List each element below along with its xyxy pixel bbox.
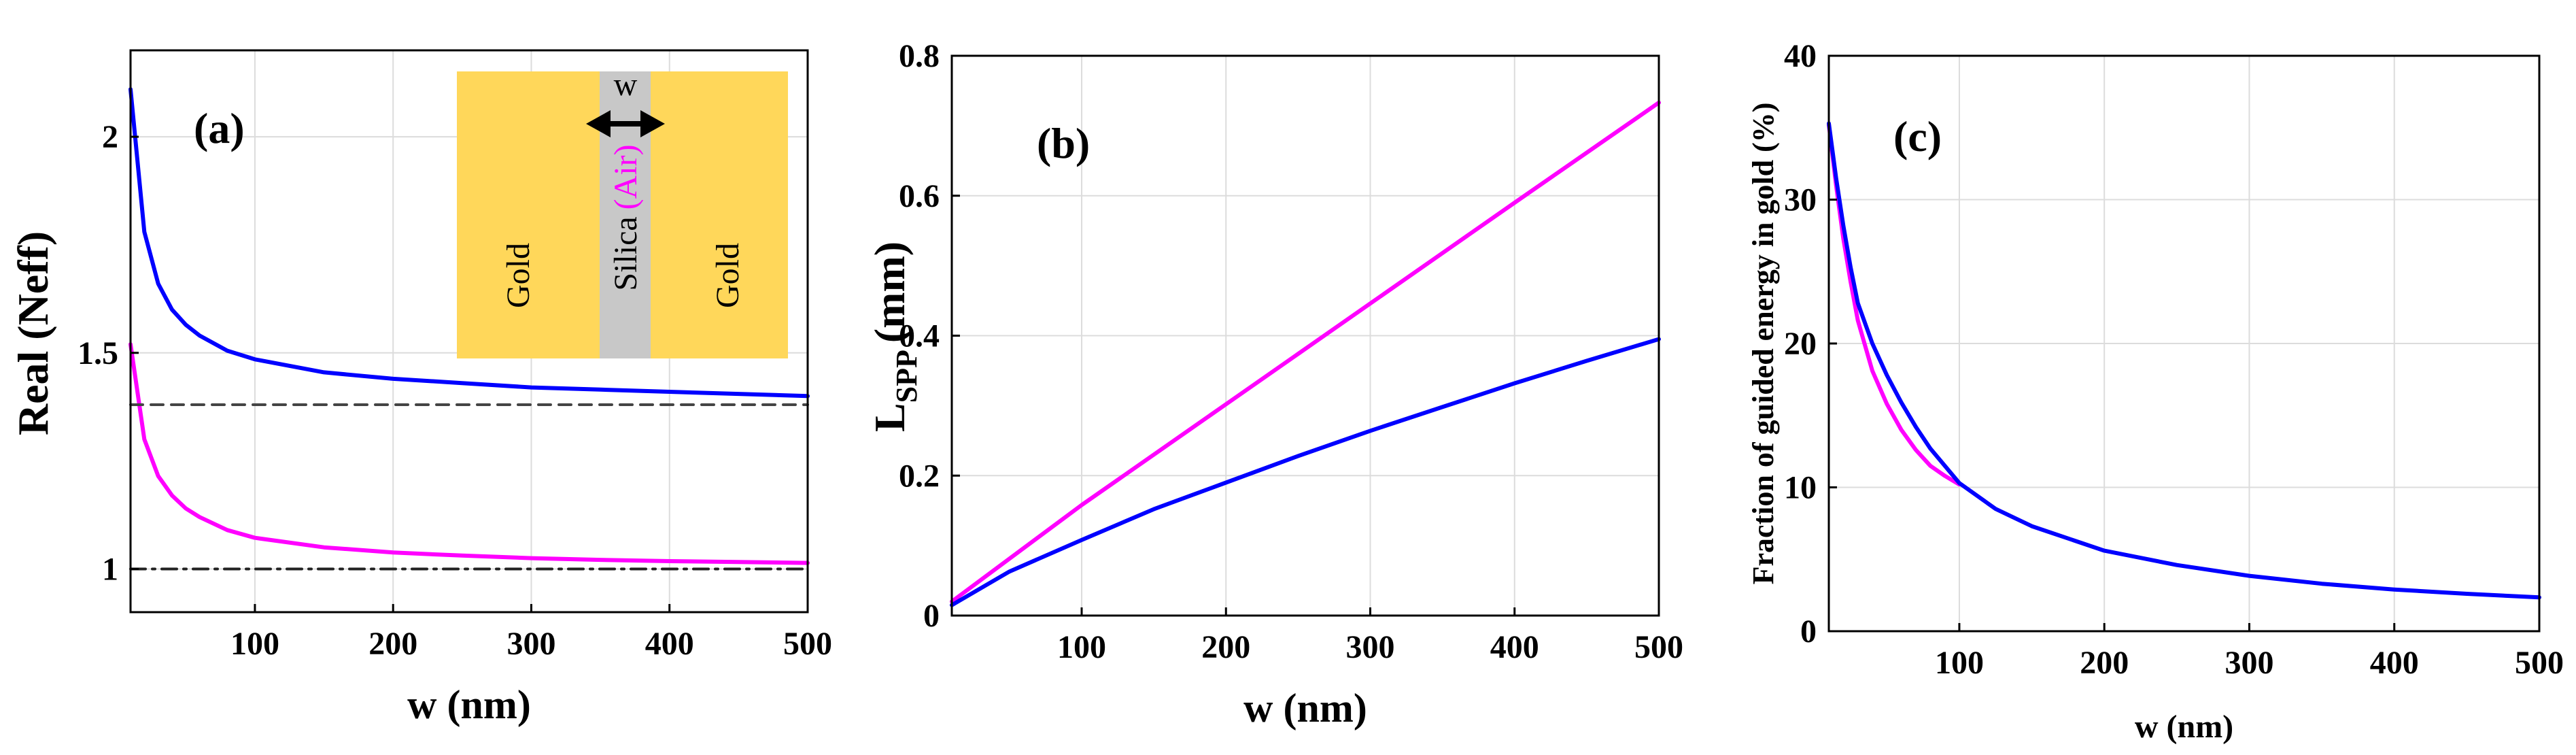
x-tick-label: 200 — [2080, 645, 2129, 681]
y-axis-label-unit: (mm) — [865, 241, 914, 343]
series-line-air-core — [1827, 122, 1961, 487]
series-line-air-core — [950, 100, 1661, 604]
y-tick-label: 2 — [102, 119, 118, 155]
panel-label: (c) — [1893, 112, 1942, 161]
y-tick-label: 1 — [102, 551, 118, 587]
x-tick-label: 500 — [1634, 629, 1683, 665]
panel-label: (b) — [1037, 119, 1090, 167]
y-axis-label-sub: SPP — [890, 350, 923, 403]
gold-label-left: Gold — [500, 243, 536, 308]
series-line-silica-core — [1827, 121, 2541, 600]
x-tick-label: 300 — [506, 626, 555, 662]
x-tick-label: 200 — [1201, 629, 1250, 665]
series-line-air-core — [128, 342, 810, 565]
core-label: Silica (Air) — [608, 144, 644, 290]
core-label-air: (Air) — [608, 144, 644, 209]
panel-b: 100 200 300 400 500 0 0.2 0.4 0.6 0.8 w (nm) (b) LSP… — [865, 38, 1683, 731]
core-label-silica: Silica — [608, 216, 644, 290]
x-tick-label: 100 — [230, 626, 279, 662]
x-axis-label: w (nm) — [2135, 709, 2233, 745]
inset-schematic: Gold Gold Silica (Air) w — [457, 67, 788, 358]
plot-frame — [129, 49, 809, 614]
gold-label-right: Gold — [710, 243, 746, 308]
y-axis-label: LSPP (mm) — [865, 241, 923, 432]
x-tick-label: 200 — [368, 626, 417, 662]
y-tick-label: 20 — [1784, 326, 1817, 362]
x-tick-label: 100 — [1057, 629, 1106, 665]
x-tick-label: 300 — [1346, 629, 1395, 665]
y-tick-label: 0.8 — [899, 38, 940, 74]
x-tick-label: 500 — [2515, 645, 2564, 681]
width-symbol: w — [614, 67, 638, 103]
y-tick-label: 0.6 — [899, 178, 940, 214]
y-tick-label: 0.4 — [899, 318, 940, 354]
y-axis-label: Fraction of guided energy in gold (%) — [1747, 103, 1780, 585]
panel-c: 100 200 300 400 500 0 10 20 30 40 w (nm) (c) Fractio… — [1747, 38, 2564, 745]
y-axis-label-main: L — [865, 403, 914, 432]
series-line-silica-core — [128, 87, 810, 399]
width-arrow-left-head — [586, 110, 611, 137]
series-line-silica-core — [950, 337, 1661, 607]
y-tick-label: 0.2 — [899, 458, 940, 494]
width-arrow-right-head — [640, 110, 665, 137]
x-axis-label: w (nm) — [1243, 686, 1367, 731]
y-tick-label: 40 — [1784, 38, 1817, 74]
gold-block-right — [651, 71, 788, 358]
x-tick-label: 500 — [783, 626, 832, 662]
y-tick-label: 0 — [1800, 614, 1817, 650]
y-tick-label: 10 — [1784, 470, 1817, 506]
y-axis-label: Real (Neff) — [9, 231, 57, 435]
x-tick-label: 400 — [645, 626, 694, 662]
x-tick-label: 300 — [2225, 645, 2273, 681]
panel-label: (a) — [194, 104, 245, 152]
panel-a: 100 200 300 400 500 1 1.5 2 w (nm) (a) Real (Neff)… — [9, 49, 832, 727]
y-tick-label: 1.5 — [78, 335, 118, 371]
y-tick-label: 30 — [1784, 182, 1817, 218]
y-tick-label: 0 — [923, 598, 940, 634]
x-tick-label: 400 — [1490, 629, 1539, 665]
x-axis-label: w (nm) — [407, 682, 531, 727]
x-tick-label: 100 — [1935, 645, 1984, 681]
x-tick-label: 400 — [2370, 645, 2419, 681]
gold-block-left — [457, 71, 600, 358]
